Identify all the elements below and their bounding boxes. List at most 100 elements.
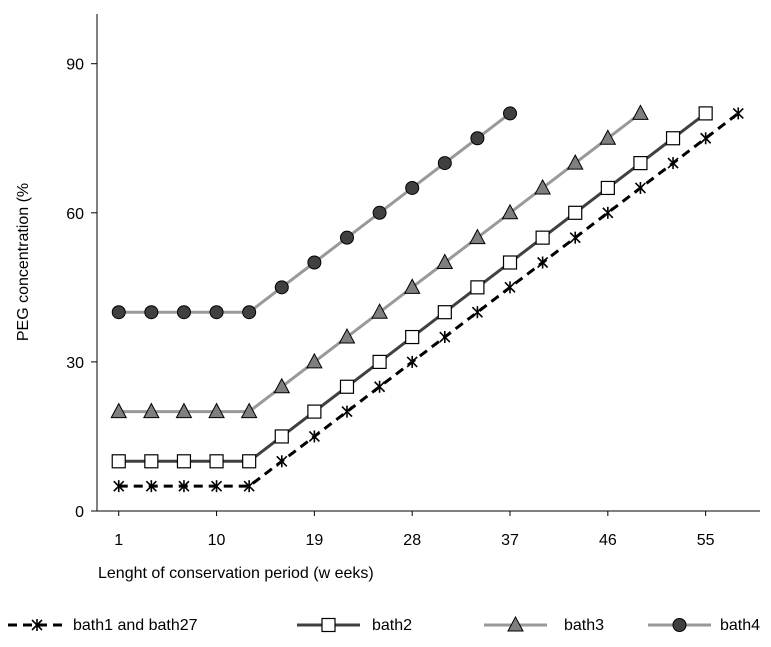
data-point (371, 303, 388, 319)
data-point (665, 131, 681, 146)
data-point (599, 129, 617, 145)
data-point (110, 402, 128, 419)
data-point (632, 104, 649, 120)
data-point (339, 230, 354, 245)
legend-marker (672, 618, 687, 632)
data-point (534, 178, 551, 195)
data-point (471, 306, 483, 319)
data-point (176, 454, 192, 469)
x-tick-label: 37 (501, 532, 519, 549)
data-point (276, 455, 288, 468)
data-point (602, 206, 614, 219)
data-point (273, 377, 291, 394)
data-point (374, 380, 386, 393)
data-point (436, 253, 454, 269)
data-point (176, 305, 191, 320)
legend-item: bath3 (484, 615, 604, 634)
legend-item: bath2 (297, 617, 412, 634)
series-line (118, 112, 511, 314)
data-point (566, 154, 584, 170)
data-point (403, 278, 421, 294)
data-point (144, 454, 159, 469)
x-tick-label: 28 (403, 532, 421, 549)
data-point (535, 230, 550, 245)
legend-label: bath2 (372, 617, 412, 634)
legend-item: bath4 (648, 617, 760, 634)
data-point (111, 305, 126, 320)
data-point (504, 281, 516, 294)
data-point (307, 404, 322, 419)
legend-item: bath1 and bath27 (8, 617, 198, 634)
series-layer (110, 104, 744, 493)
y-axis-label: PEG concentration (% (15, 183, 32, 341)
data-point (242, 305, 257, 320)
data-point (372, 354, 387, 369)
data-point (210, 480, 223, 493)
legend-label: bath1 and bath27 (73, 617, 198, 634)
data-point (470, 280, 485, 295)
data-point (144, 305, 159, 320)
data-point (178, 480, 190, 493)
data-point (700, 132, 712, 145)
data-point (209, 305, 224, 320)
data-point (667, 157, 679, 170)
data-point (568, 205, 583, 220)
data-point (405, 180, 420, 195)
data-point (437, 305, 452, 320)
data-point (569, 231, 581, 244)
x-tick-label: 55 (697, 532, 715, 549)
x-axis-label: Lenght of conservation period (w eeks) (98, 565, 374, 582)
data-point (274, 280, 289, 295)
data-point (209, 454, 224, 469)
data-point (437, 156, 452, 171)
data-point (242, 454, 257, 469)
data-point (113, 480, 125, 493)
y-tick-label: 60 (66, 206, 84, 223)
data-point (145, 480, 157, 493)
data-point (406, 355, 418, 368)
x-tick-label: 1 (114, 532, 123, 549)
data-point (208, 402, 225, 419)
legend-label: bath4 (720, 617, 760, 634)
data-point (634, 181, 647, 194)
data-point (338, 327, 356, 344)
series-2 (110, 104, 649, 419)
series-line (118, 112, 740, 488)
data-point (469, 228, 486, 245)
legend-marker (321, 617, 336, 633)
data-point (307, 255, 322, 270)
series-0 (113, 107, 744, 493)
data-point (175, 402, 193, 419)
y-tick-label: 90 (66, 57, 84, 74)
legend-label: bath3 (564, 617, 604, 634)
data-point (600, 180, 615, 196)
data-point (698, 106, 713, 121)
data-point (143, 402, 160, 419)
x-tick-label: 46 (599, 532, 617, 549)
data-point (308, 430, 320, 443)
data-point (372, 205, 387, 220)
data-point (274, 429, 289, 444)
data-point (306, 352, 323, 369)
series-3 (111, 106, 518, 320)
data-point (243, 480, 255, 493)
x-tick-label: 10 (208, 532, 226, 549)
data-point (503, 106, 518, 121)
series-1 (111, 106, 713, 469)
data-point (111, 454, 126, 469)
data-point (439, 331, 451, 344)
data-point (502, 255, 518, 270)
y-tick-label: 0 (75, 504, 84, 521)
y-tick-label: 30 (66, 355, 84, 372)
ticks: 0 30 60 90 1 10 19 28 37 46 55 (66, 57, 714, 549)
data-point (341, 405, 353, 418)
data-point (339, 379, 355, 394)
data-point (405, 329, 420, 345)
legend: bath1 and bath27 bath2 bath3 bath4 (8, 615, 760, 634)
legend-marker (507, 615, 524, 632)
data-point (633, 156, 648, 171)
data-point (732, 107, 744, 120)
data-point (501, 203, 519, 220)
data-point (470, 131, 485, 146)
